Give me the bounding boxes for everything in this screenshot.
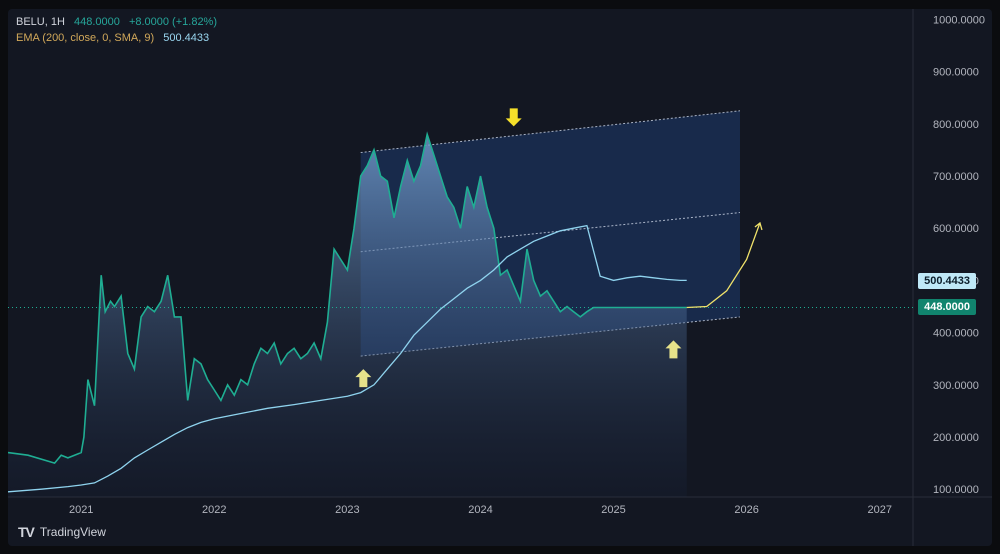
x-tick-label: 2023 [335,504,359,516]
indicator-label: EMA (200, close, 0, SMA, 9) [16,32,155,44]
price-change: +8.0000 (+1.82%) [128,16,218,28]
y-tick-label: 700.0000 [933,171,979,183]
y-tick-label: 600.0000 [933,223,979,235]
x-tick-label: 2022 [202,504,226,516]
y-tick-label: 400.0000 [933,328,979,340]
channel-upper-line [360,110,741,154]
price-chart[interactable]: 100.0000200.0000300.0000400.0000500.0000… [8,9,992,546]
tradingview-icon: TV [18,524,35,540]
y-tick-label: 300.0000 [933,380,979,392]
last-price-tag: 448.0000 [918,299,976,315]
x-tick-label: 2021 [69,504,93,516]
brand-logo[interactable]: TV TradingView [18,524,106,540]
brand-name: TradingView [39,525,106,539]
y-tick-label: 200.0000 [933,432,979,444]
up-arrow-2 [665,340,682,359]
last-price: 448.0000 [73,16,120,28]
down-arrow-0 [505,108,522,127]
price-line [8,131,687,465]
x-tick-label: 2026 [734,504,758,516]
x-tick-label: 2027 [867,504,891,516]
y-tick-label: 900.0000 [933,67,979,79]
x-tick-label: 2025 [601,504,625,516]
indicator-legend: EMA (200, close, 0, SMA, 9) 500.4433 [16,32,215,44]
symbol-legend: BELU, 1H 448.0000 +8.0000 (+1.82%) [16,16,223,28]
y-tick-label: 1000.0000 [933,14,985,26]
price-area [8,134,687,498]
projection-arrowhead [754,221,763,231]
up-arrow-1 [355,369,372,388]
indicator-value: 500.4433 [163,32,210,44]
y-tick-label: 800.0000 [933,119,979,131]
chart-panel[interactable]: 100.0000200.0000300.0000400.0000500.0000… [8,9,992,546]
channel-mid-line [360,212,741,253]
ema-line [8,224,687,493]
x-tick-label: 2024 [468,504,492,516]
symbol-label: BELU, 1H [16,16,65,28]
projection-curve [686,222,761,309]
ema-price-tag: 500.4433 [918,273,976,289]
y-tick-label: 100.0000 [933,484,979,496]
